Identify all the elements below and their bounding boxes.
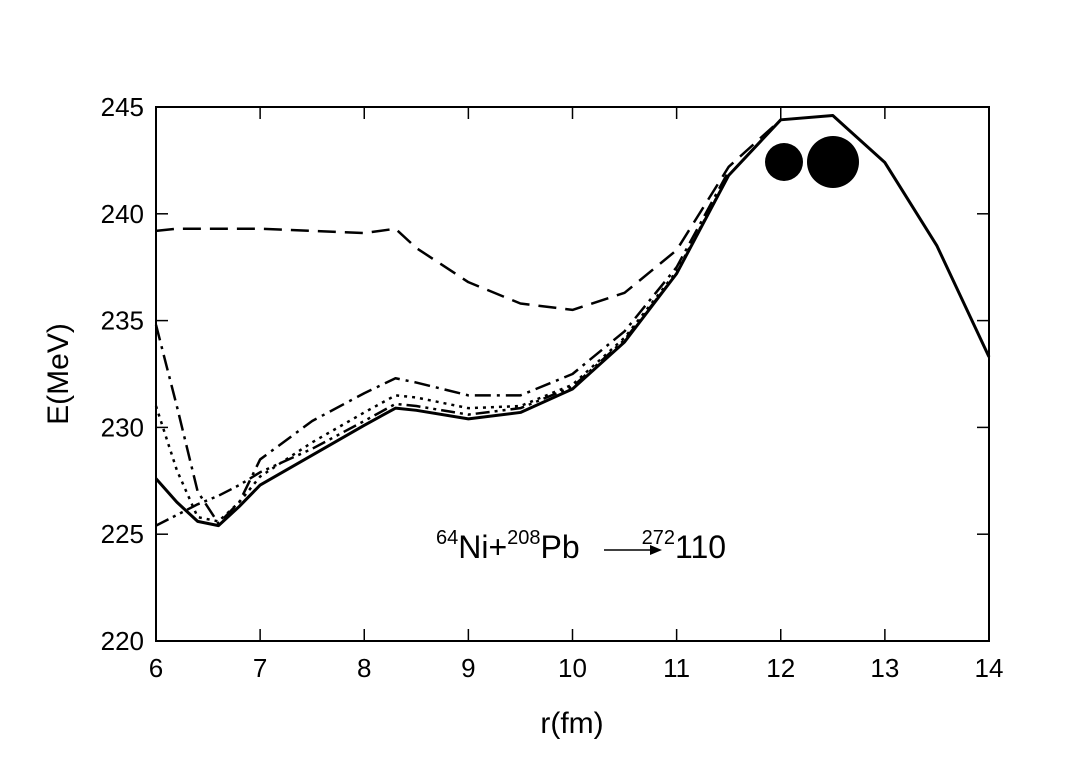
x-tick-label: 9	[461, 653, 475, 683]
x-tick-label: 6	[149, 653, 163, 683]
y-tick-label: 240	[101, 199, 144, 229]
series-line	[155, 118, 782, 312]
x-axis-label: r(fm)	[540, 707, 603, 740]
x-tick-label: 13	[870, 653, 899, 683]
x-tick-label: 8	[357, 653, 371, 683]
x-tick-label: 12	[766, 653, 795, 683]
annotation-text: Pb	[541, 529, 580, 565]
series-line	[154, 170, 730, 525]
x-tick-label: 14	[975, 653, 1004, 683]
reaction-annotation: 64Ni+208Pb 272110	[436, 527, 726, 565]
x-tick-label: 7	[253, 653, 267, 683]
y-tick-label: 235	[101, 306, 144, 336]
x-tick-label: 11	[663, 653, 690, 683]
y-tick-label: 225	[101, 519, 144, 549]
series-line	[155, 174, 730, 527]
annotation-text: 110	[675, 529, 726, 565]
arrow-head	[650, 545, 662, 555]
series-line	[154, 114, 991, 528]
y-tick-label: 220	[101, 626, 144, 656]
x-tick-label: 10	[558, 653, 587, 683]
y-axis-label: E(MeV)	[42, 323, 75, 425]
annotation-superscript: 272	[642, 527, 675, 549]
y-tick-label: 230	[101, 412, 144, 442]
nucleus-large	[807, 136, 859, 188]
annotation-superscript: 64	[436, 527, 458, 549]
nucleus-small	[765, 143, 803, 181]
y-tick-label: 245	[101, 92, 144, 122]
annotation-text: Ni+	[458, 529, 507, 565]
annotation-superscript: 208	[507, 527, 540, 549]
series-line	[154, 174, 730, 523]
